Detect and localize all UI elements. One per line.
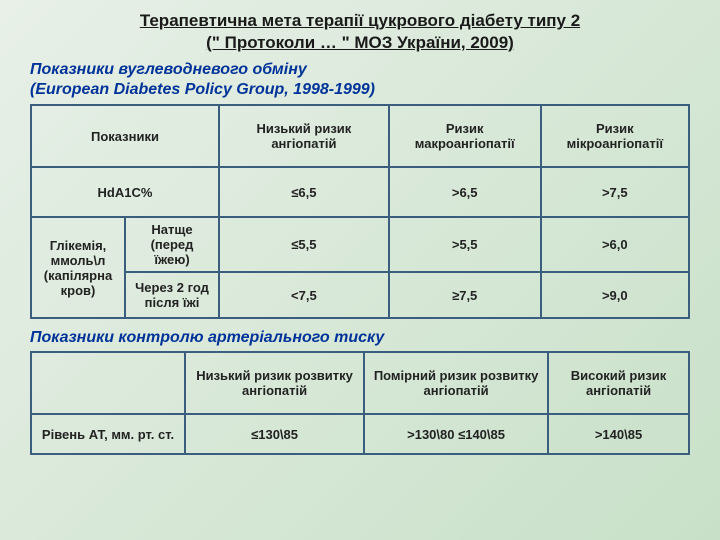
table-row: Глікемія, ммоль\л (капілярна кров) Натще… bbox=[31, 217, 689, 272]
col-header-macro-risk: Ризик макроангіопатії bbox=[389, 105, 541, 167]
col-header-micro-risk: Ризик мікроангіопатії bbox=[541, 105, 689, 167]
cell-value: >6,5 bbox=[389, 167, 541, 217]
table-row: Показники Низький ризик ангіопатій Ризик… bbox=[31, 105, 689, 167]
col-header-moderate-risk: Помірний ризик розвитку ангіопатій bbox=[364, 352, 548, 414]
table-row: Через 2 год після їжі <7,5 ≥7,5 >9,0 bbox=[31, 272, 689, 318]
table-row: Рівень АТ, мм. рт. ст. ≤130\85 >130\80 ≤… bbox=[31, 414, 689, 454]
col-header-empty bbox=[31, 352, 185, 414]
section-1-line-1: Показники вуглеводневого обміну bbox=[30, 61, 307, 78]
col-header-low-risk: Низький ризик ангіопатій bbox=[219, 105, 389, 167]
section-1-line-2: (European Diabetes Policy Group, 1998-19… bbox=[30, 81, 375, 98]
cell-value: >7,5 bbox=[541, 167, 689, 217]
cell-value: ≤130\85 bbox=[185, 414, 364, 454]
page-title: Терапевтична мета терапії цукрового діаб… bbox=[30, 10, 690, 54]
title-line-2: (" Протоколи … " МОЗ України, 2009) bbox=[206, 33, 514, 52]
section-1-heading: Показники вуглеводневого обміну (Europea… bbox=[30, 60, 690, 100]
cell-value: >9,0 bbox=[541, 272, 689, 318]
blood-pressure-table: Низький ризик розвитку ангіопатій Помірн… bbox=[30, 351, 690, 455]
cell-value: ≤6,5 bbox=[219, 167, 389, 217]
cell-hba1c-label: HdA1C% bbox=[31, 167, 219, 217]
cell-value: >5,5 bbox=[389, 217, 541, 272]
cell-value: <7,5 bbox=[219, 272, 389, 318]
carb-metabolism-table: Показники Низький ризик ангіопатій Ризик… bbox=[30, 104, 690, 319]
cell-glycemia-label: Глікемія, ммоль\л (капілярна кров) bbox=[31, 217, 125, 318]
cell-postprandial-label: Через 2 год після їжі bbox=[125, 272, 219, 318]
cell-value: ≤5,5 bbox=[219, 217, 389, 272]
cell-value: ≥7,5 bbox=[389, 272, 541, 318]
section-2-heading: Показники контролю артеріального тиску bbox=[30, 329, 690, 347]
cell-value: >130\80 ≤140\85 bbox=[364, 414, 548, 454]
cell-value: >6,0 bbox=[541, 217, 689, 272]
col-header-indicators: Показники bbox=[31, 105, 219, 167]
col-header-low-risk: Низький ризик розвитку ангіопатій bbox=[185, 352, 364, 414]
col-header-high-risk: Високий ризик ангіопатій bbox=[548, 352, 689, 414]
table-row: Низький ризик розвитку ангіопатій Помірн… bbox=[31, 352, 689, 414]
cell-fasting-label: Натще (перед їжею) bbox=[125, 217, 219, 272]
cell-value: >140\85 bbox=[548, 414, 689, 454]
cell-bp-label: Рівень АТ, мм. рт. ст. bbox=[31, 414, 185, 454]
table-row: HdA1C% ≤6,5 >6,5 >7,5 bbox=[31, 167, 689, 217]
title-line-1: Терапевтична мета терапії цукрового діаб… bbox=[140, 11, 580, 30]
